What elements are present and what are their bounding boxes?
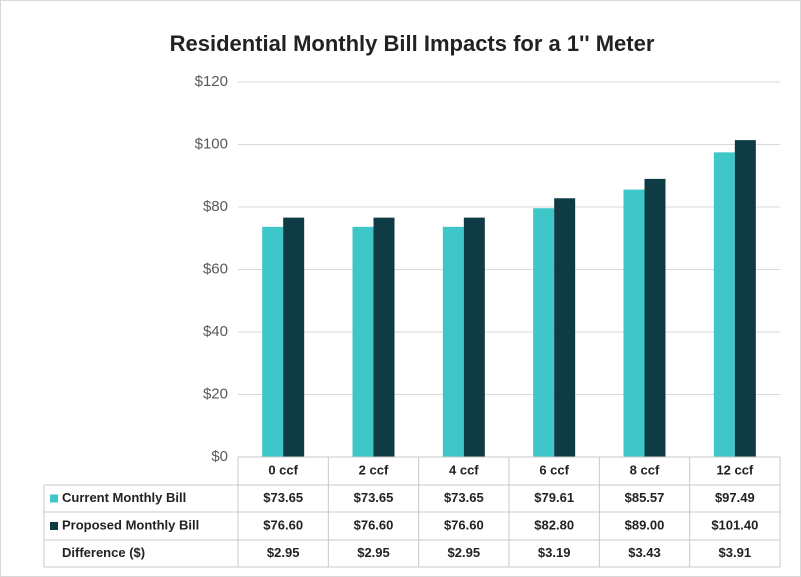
y-tick-label: $0 <box>211 448 228 465</box>
bar <box>463 217 485 457</box>
bar <box>734 140 756 457</box>
y-tick-label: $100 <box>195 135 228 152</box>
table-value: $76.60 <box>263 517 303 532</box>
table-value: $82.80 <box>534 517 574 532</box>
table-value: $97.49 <box>715 490 755 505</box>
y-tick-label: $40 <box>203 323 228 340</box>
x-tick-label: 6 ccf <box>539 462 569 477</box>
bar <box>352 226 374 457</box>
table-value: $85.57 <box>625 490 665 505</box>
y-tick-label: $80 <box>203 198 228 215</box>
bar <box>644 178 666 457</box>
x-tick-label: 8 ccf <box>630 462 660 477</box>
table-value: $3.19 <box>538 545 571 560</box>
legend-swatch <box>50 522 58 530</box>
table-value: $76.60 <box>444 517 484 532</box>
table-value: $73.65 <box>354 490 394 505</box>
table-value: $89.00 <box>625 517 665 532</box>
legend-swatch <box>50 494 58 503</box>
y-tick-label: $60 <box>203 260 228 277</box>
bar <box>623 189 645 457</box>
x-tick-label: 12 ccf <box>716 462 754 477</box>
bar <box>283 217 305 457</box>
x-tick-label: 2 ccf <box>359 462 389 477</box>
legend-label: Proposed Monthly Bill <box>62 517 199 532</box>
table-row-label: Difference ($) <box>62 545 145 560</box>
legend-label: Current Monthly Bill <box>62 490 186 505</box>
table-value: $79.61 <box>534 490 574 505</box>
y-tick-label: $20 <box>203 385 228 402</box>
table-value: $2.95 <box>267 545 300 560</box>
table-value: $76.60 <box>354 517 394 532</box>
bar <box>262 226 284 457</box>
table-value: $2.95 <box>357 545 390 560</box>
bar <box>554 198 576 457</box>
x-tick-label: 4 ccf <box>449 462 479 477</box>
table-value: $101.40 <box>711 517 758 532</box>
y-tick-label: $120 <box>195 73 228 90</box>
bar <box>442 226 464 457</box>
x-tick-label: 0 ccf <box>268 462 298 477</box>
table-value: $3.43 <box>628 545 661 560</box>
bar <box>713 152 735 457</box>
bar <box>373 217 395 457</box>
table-value: $2.95 <box>448 545 481 560</box>
table-value: $3.91 <box>719 545 752 560</box>
table-value: $73.65 <box>263 490 303 505</box>
table-value: $73.65 <box>444 490 484 505</box>
bar <box>533 208 555 457</box>
chart-title: Residential Monthly Bill Impacts for a 1… <box>170 31 655 56</box>
